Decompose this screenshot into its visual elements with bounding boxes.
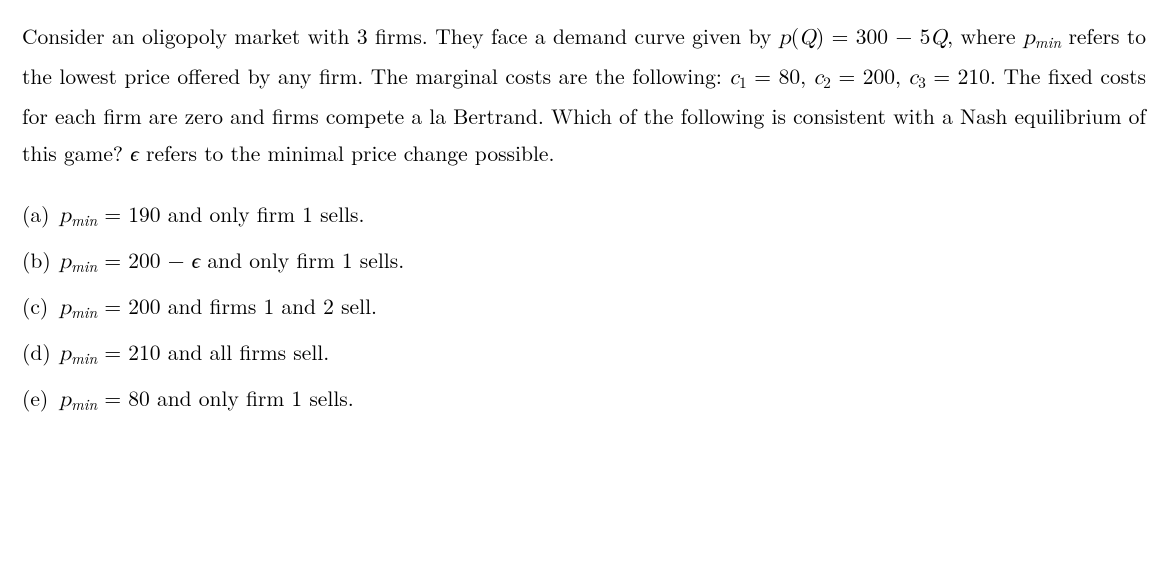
q-var: Q [799, 28, 816, 49]
option-b-mid: = 200 − [97, 245, 191, 275]
paren-close-eq: ) = [816, 21, 849, 51]
option-b-sub: min [71, 256, 97, 277]
option-c-label: (c) [22, 288, 52, 325]
option-d: (d) pmin = 210 and all firms sell. [22, 334, 1146, 374]
option-e-label: (e) [22, 380, 52, 417]
question-part4: refers to the minimal price change possi… [139, 138, 555, 168]
option-c-p: p [59, 298, 71, 319]
epsilon: ϵ [130, 138, 139, 168]
option-d-p: p [59, 344, 71, 365]
option-b-rest: and only firm 1 sells. [200, 245, 404, 275]
eq-line: 300 − 5 [856, 21, 931, 51]
option-d-label: (d) [22, 334, 52, 371]
eq1: = 80, [747, 61, 814, 91]
option-e-p: p [59, 390, 71, 411]
p-var: p [779, 28, 791, 49]
option-c-rest: = 200 and firms 1 and 2 sell. [97, 291, 377, 321]
option-d-sub: min [71, 348, 97, 369]
option-e-sub: min [71, 394, 97, 415]
option-a-label: (a) [22, 196, 52, 233]
c2-sub: 2 [823, 72, 831, 93]
option-b-p: p [59, 252, 71, 273]
option-d-rest: = 210 and all firms sell. [97, 337, 329, 367]
question-part1: Consider an oligopoly market with 3 firm… [22, 21, 779, 51]
question-part2: , where [947, 21, 1023, 51]
option-a-rest: = 190 and only firm 1 sells. [97, 199, 364, 229]
paren-open: ( [791, 21, 799, 51]
option-c-sub: min [71, 302, 97, 323]
option-b-eps: ϵ [192, 245, 201, 275]
c3-sub: 3 [918, 72, 926, 93]
option-a-p: p [59, 206, 71, 227]
q-var-2: Q [930, 28, 947, 49]
c3: c [909, 68, 919, 89]
eq2: = 200, [831, 61, 909, 91]
option-e: (e) pmin = 80 and only firm 1 sells. [22, 380, 1146, 420]
option-c: (c) pmin = 200 and firms 1 and 2 sell. [22, 288, 1146, 328]
option-b-label: (b) [22, 242, 52, 279]
option-a: (a) pmin = 190 and only firm 1 sells. [22, 196, 1146, 236]
option-e-rest: = 80 and only firm 1 sells. [97, 383, 354, 413]
question-text: Consider an oligopoly market with 3 firm… [22, 18, 1146, 172]
pmin-p: p [1023, 28, 1035, 49]
c1: c [729, 68, 739, 89]
option-b: (b) pmin = 200 − ϵ and only firm 1 sells… [22, 242, 1146, 282]
options-list: (a) pmin = 190 and only firm 1 sells. (b… [22, 196, 1146, 420]
c2: c [814, 68, 824, 89]
c1-sub: 1 [739, 72, 747, 93]
option-a-sub: min [71, 210, 97, 231]
pmin-sub: min [1035, 32, 1061, 53]
